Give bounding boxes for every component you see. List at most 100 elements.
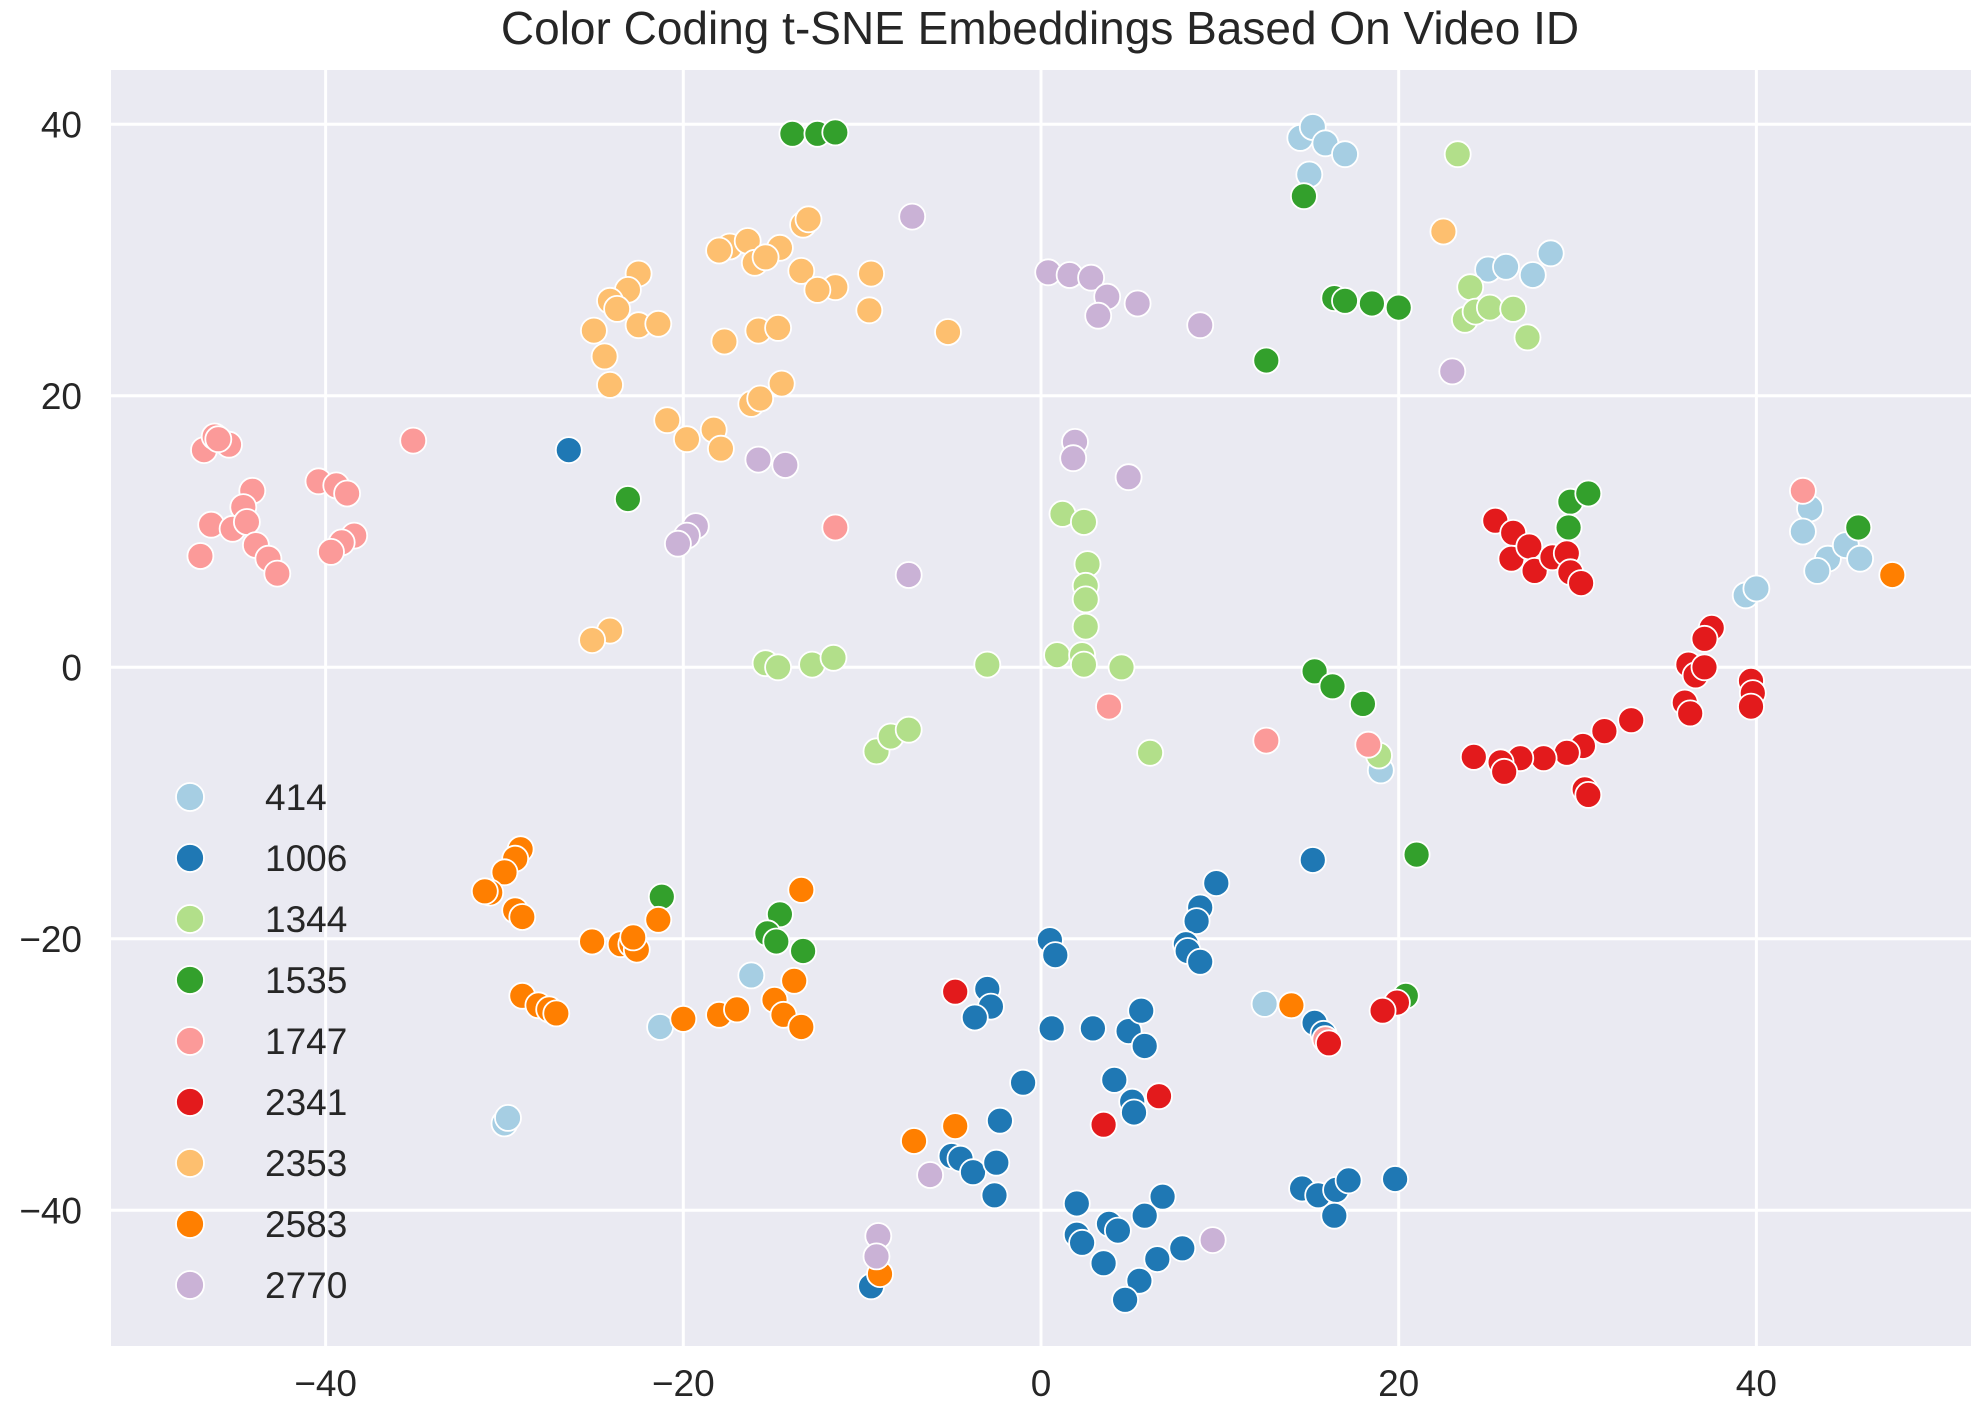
- series-2770: [664, 202, 1467, 1271]
- data-point: [764, 313, 792, 342]
- legend-label: 2583: [265, 1204, 347, 1245]
- data-point: [647, 882, 676, 911]
- data-point: [1381, 1165, 1409, 1193]
- legend-item-2583: 2583: [175, 1204, 347, 1245]
- series-414: [490, 113, 1874, 1138]
- data-point: [1041, 941, 1070, 969]
- data-point: [746, 384, 775, 413]
- data-point: [603, 294, 631, 323]
- data-point: [1518, 261, 1547, 289]
- data-point: [960, 1003, 989, 1032]
- data-point: [1037, 1014, 1066, 1043]
- legend-label: 2341: [265, 1082, 347, 1123]
- data-point: [1290, 182, 1318, 211]
- data-point: [1331, 286, 1359, 315]
- data-point: [916, 1161, 944, 1189]
- data-point: [1844, 513, 1873, 542]
- data-point: [1690, 653, 1719, 682]
- data-point: [664, 529, 692, 558]
- data-point: [980, 1181, 1009, 1210]
- legend-marker: [175, 1026, 205, 1056]
- data-point: [780, 966, 809, 995]
- data-point: [578, 927, 606, 956]
- data-point: [1100, 1066, 1129, 1094]
- data-point: [803, 275, 832, 304]
- data-point: [1429, 217, 1458, 246]
- data-point: [333, 479, 362, 508]
- legend-marker: [175, 782, 205, 812]
- y-axis-ticks: 40 20 0 −20 −40: [19, 104, 82, 1231]
- data-point: [1095, 692, 1123, 721]
- series-2583: [470, 561, 1907, 1288]
- data-point: [1009, 1068, 1037, 1097]
- data-point: [751, 243, 780, 272]
- data-point: [941, 977, 970, 1006]
- data-point: [1084, 301, 1113, 330]
- x-tick-label: −20: [652, 1363, 715, 1404]
- legend-marker: [175, 1209, 205, 1239]
- data-point: [1499, 294, 1528, 323]
- x-tick-label: 0: [1031, 1363, 1052, 1404]
- data-point: [1574, 479, 1603, 508]
- data-point: [1476, 293, 1504, 322]
- data-point: [894, 715, 923, 744]
- data-point: [673, 425, 701, 454]
- data-point: [898, 202, 927, 231]
- series-1006: [554, 436, 1409, 1314]
- data-point: [764, 653, 792, 682]
- data-point: [1349, 690, 1377, 718]
- data-point: [787, 256, 816, 285]
- data-point: [1202, 869, 1231, 897]
- data-point: [787, 1013, 816, 1041]
- data-point: [1358, 289, 1386, 318]
- data-point: [1136, 738, 1164, 767]
- data-point: [1490, 757, 1519, 786]
- y-tick-label: −40: [19, 1190, 82, 1231]
- legend-item-1747: 1747: [175, 1021, 347, 1062]
- data-point: [1250, 990, 1279, 1018]
- data-point: [1114, 463, 1143, 492]
- data-point: [1878, 561, 1907, 589]
- data-point: [1252, 346, 1281, 375]
- data-point: [1104, 1216, 1132, 1245]
- data-point: [1070, 508, 1098, 536]
- legend-label: 2353: [265, 1143, 347, 1184]
- legend-label: 2770: [265, 1265, 347, 1306]
- data-point: [596, 370, 624, 399]
- data-point: [1111, 1285, 1139, 1314]
- data-point: [1120, 1098, 1148, 1127]
- data-point: [1123, 289, 1152, 318]
- data-point: [723, 995, 751, 1024]
- y-tick-label: −20: [19, 919, 82, 960]
- x-tick-label: 20: [1378, 1363, 1419, 1404]
- data-point: [1186, 311, 1215, 340]
- data-point: [644, 309, 673, 338]
- series-2341: [941, 506, 1767, 1139]
- data-point: [1554, 513, 1583, 542]
- data-point: [821, 118, 850, 147]
- data-point: [762, 927, 791, 956]
- data-point: [1320, 1201, 1349, 1230]
- data-point: [1552, 738, 1581, 767]
- data-point: [705, 236, 733, 265]
- data-point: [590, 342, 619, 371]
- data-point: [1789, 476, 1817, 505]
- data-point: [1127, 996, 1156, 1025]
- y-tick-label: 0: [61, 647, 82, 688]
- data-point: [1143, 1245, 1172, 1273]
- data-point: [986, 1106, 1014, 1135]
- data-point: [1062, 1189, 1091, 1218]
- data-point: [554, 436, 583, 465]
- data-point: [1690, 624, 1719, 653]
- data-point: [959, 1158, 987, 1187]
- data-point: [1068, 1228, 1096, 1257]
- data-point: [1334, 1166, 1363, 1195]
- data-point: [1125, 1266, 1154, 1295]
- data-point: [1676, 699, 1705, 728]
- data-point: [1574, 781, 1603, 809]
- y-tick-label: 20: [41, 376, 82, 417]
- legend-item-2353: 2353: [175, 1143, 347, 1184]
- data-point: [1182, 907, 1211, 935]
- series-2353: [578, 205, 1458, 654]
- data-point: [1043, 641, 1071, 669]
